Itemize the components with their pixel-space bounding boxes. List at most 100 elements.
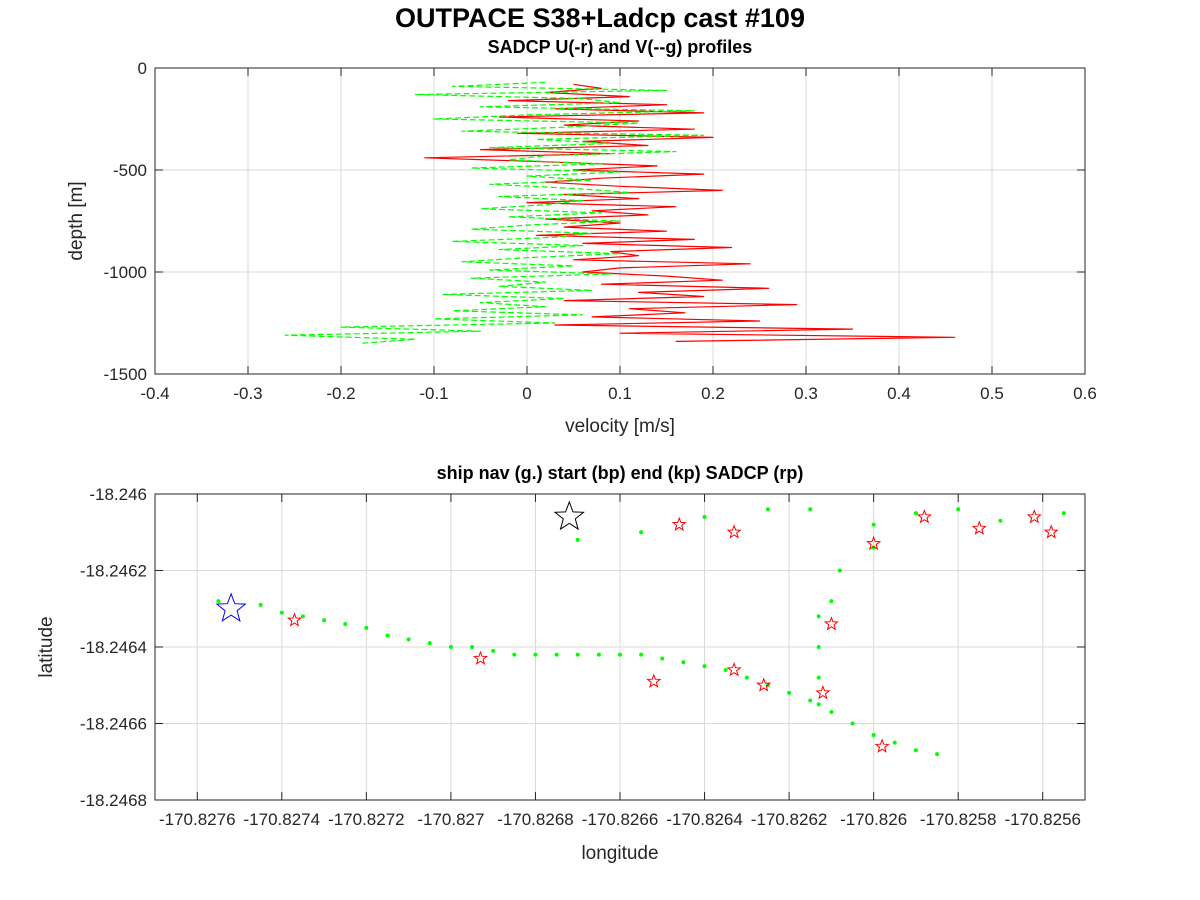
sadcp-marker [756,677,772,692]
y-tick-label: 0 [138,59,147,78]
y-tick-label: -18.2464 [80,638,147,657]
ship-nav-series [215,500,1066,757]
start-marker [215,592,247,623]
y-tick-label: -18.246 [89,485,147,504]
x-tick-label: 0.1 [608,384,632,403]
sadcp-marker [286,612,303,627]
nav-point [279,610,284,615]
x-tick-label: -0.1 [419,384,448,403]
nav-point [258,602,263,607]
nav-point [816,675,821,680]
velocity-profile-panel: SADCP U(-r) and V(--g) profiles -0.4 -0.3… [66,37,1097,437]
figure-title: OUTPACE S38+Ladcp cast #109 [395,3,805,33]
nav-point [364,625,369,630]
nav-point [385,633,390,638]
nav-point [300,614,305,619]
end-marker [553,500,585,531]
x-tick-label: 0 [522,384,531,403]
ship-nav-panel: ship nav (g.) start (bp) end (kp) SADCP … [36,463,1086,864]
x-tick-label: -170.8274 [244,810,321,829]
nav-point [723,667,728,672]
nav-point [829,710,834,715]
sadcp-marker [1043,524,1059,539]
sadcp-marker [815,684,831,700]
nav-point [639,530,644,535]
nav-point [533,652,538,657]
nav-point [639,652,644,657]
nav-point [837,568,842,573]
sadcp-marker [472,650,489,665]
velocity-ticks: -0.4 -0.3 -0.2 -0.1 0 0.1 0.2 0.3 0.4 0.5 0.6 0 -500… [104,59,1097,403]
sadcp-marker [823,616,839,631]
ship-nav-ticks: -170.8276 -170.8274 -170.8272 -170.827 -170.… [80,485,1085,829]
y-tick-label: -18.2468 [80,791,147,810]
y-tick-label: -1500 [104,365,147,384]
nav-point [935,752,940,757]
nav-point [322,618,327,623]
nav-point [660,656,665,661]
nav-point [702,664,707,669]
velocity-profile-title: SADCP U(-r) and V(--g) profiles [488,37,753,57]
nav-point [808,507,813,512]
nav-point [871,522,876,527]
nav-point [765,507,770,512]
velocity-xlabel: velocity [m/s] [565,416,675,437]
nav-point [491,648,496,653]
x-tick-label: -170.8264 [666,810,743,829]
nav-point [829,599,834,604]
x-tick-label: -170.8262 [751,810,828,829]
x-tick-label: 0.4 [887,384,911,403]
x-tick-label: 0.3 [794,384,818,403]
nav-point [596,652,601,657]
x-tick-label: -0.2 [326,384,355,403]
nav-point [787,690,792,695]
x-tick-label: -0.3 [233,384,262,403]
nav-point [744,675,749,680]
sadcp-marker [671,516,687,532]
sadcp-marker [1026,509,1042,524]
y-tick-label: -500 [113,161,147,180]
nav-point [808,698,813,703]
x-tick-label: 0.6 [1073,384,1097,403]
y-tick-label: -18.2466 [80,715,147,734]
x-tick-label: -170.8272 [328,810,405,829]
sadcp-marker [646,673,662,688]
nav-point [406,637,411,642]
sadcp-marker [971,520,987,535]
nav-point [343,622,348,627]
x-tick-label: -170.826 [840,810,907,829]
sadcp-marker [916,509,932,524]
sadcp-marker [726,661,742,677]
sadcp-marker [726,524,742,539]
x-tick-label: 0.5 [980,384,1004,403]
x-tick-label: -170.8276 [159,810,236,829]
nav-point [816,702,821,707]
nav-point [871,732,876,737]
nav-point [913,748,918,753]
x-tick-label: -170.8258 [920,810,997,829]
x-tick-label: -170.8256 [1004,810,1081,829]
sadcp-marker [866,535,882,551]
nav-point [427,641,432,646]
nav-point [702,514,707,519]
x-tick-label: -170.827 [417,810,484,829]
ship-nav-grid [155,493,1085,801]
ship-nav-xlabel: longitude [581,843,658,864]
y-tick-label: -18.2462 [80,562,147,581]
nav-point [575,652,580,657]
nav-point [554,652,559,657]
nav-point [892,740,897,745]
nav-point [816,614,821,619]
nav-point [470,645,475,649]
x-tick-label: -0.4 [140,384,169,403]
nav-point [1061,511,1066,516]
series-line-v [284,81,705,344]
series-line-u [424,83,956,342]
ship-nav-ylabel: latitude [36,616,57,677]
nav-point [998,518,1003,523]
ship-nav-title: ship nav (g.) start (bp) end (kp) SADCP … [437,463,804,483]
x-tick-label: -170.8266 [582,810,659,829]
nav-point [575,537,580,542]
sadcp-marker [874,738,890,753]
x-tick-label: 0.2 [701,384,725,403]
